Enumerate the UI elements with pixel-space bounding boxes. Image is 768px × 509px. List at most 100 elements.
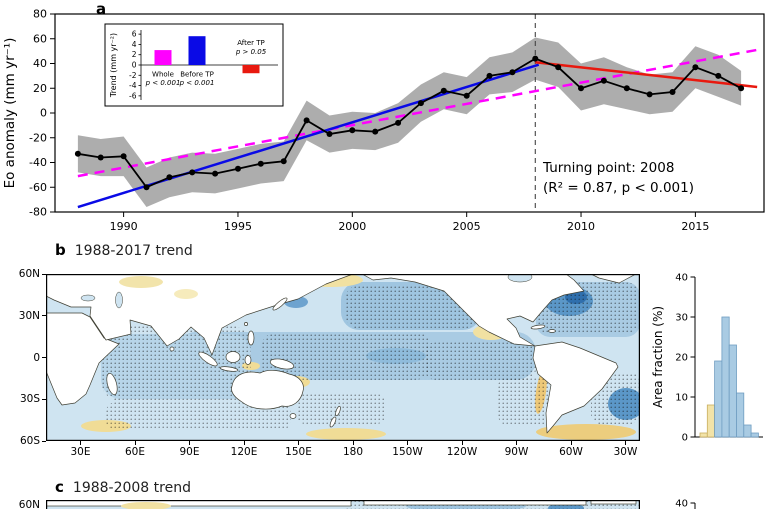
data-point: [463, 92, 470, 99]
data-point: [578, 85, 584, 92]
lon-tickmark: [570, 441, 572, 445]
area-fraction-histogram-1988-2008-partial: 40: [675, 499, 696, 509]
hist-tick-label: 40: [675, 273, 688, 284]
data-point: [738, 85, 745, 92]
svg-text:p > 0.05: p > 0.05: [235, 48, 267, 56]
data-point: [623, 85, 630, 92]
panel-a-ylabel: Eo anomaly (mm yr⁻¹): [2, 38, 18, 189]
y-tick-label: -40: [29, 156, 47, 169]
greenland: [590, 274, 637, 284]
japan: [272, 297, 288, 311]
inset-label-after-tp: After TP: [237, 39, 265, 47]
svg-text:p < 0.001: p < 0.001: [179, 79, 215, 87]
lat-tickmark: [42, 398, 46, 400]
data-point: [74, 150, 81, 157]
lon-tick-120W: 120W: [446, 446, 478, 458]
hist-bar: [699, 432, 708, 438]
lon-tickmark: [298, 441, 299, 445]
world-map-1988-2008-partial: [46, 500, 640, 509]
inset-bar-blue: [188, 36, 206, 65]
hist-c-top-tick: 40: [675, 499, 688, 509]
lat-tick-60S: 60S: [19, 435, 40, 447]
lon-tickmark: [625, 441, 626, 445]
y-tick-label: 0: [40, 107, 47, 120]
y-tick-label: 60: [33, 32, 47, 45]
hist-bar: [743, 424, 752, 438]
south-america: [532, 341, 619, 434]
data-point: [349, 127, 356, 134]
hist-tick-label: 10: [675, 393, 688, 404]
world-map-1988-2017: [46, 274, 640, 441]
lat-tickmark: [42, 273, 46, 275]
inset-ylabel: Trend (mm yr⁻²): [109, 33, 118, 98]
data-point: [97, 154, 104, 161]
hist-tick-label: 30: [675, 313, 688, 324]
y-tick-label: 80: [33, 8, 47, 21]
data-point: [509, 69, 516, 76]
hist-bar: [728, 344, 737, 438]
lon-tick-180: 180: [342, 446, 364, 458]
inset-bar-magenta: [154, 50, 172, 65]
y-tick-label: -80: [29, 206, 47, 219]
data-point: [692, 64, 699, 71]
y-tick-label: -60: [29, 181, 47, 194]
lat-tick-0: 0: [33, 351, 40, 364]
hist-bar: [714, 360, 723, 438]
lon-tick-60W: 60W: [559, 446, 583, 458]
inset-tick-label: -6: [129, 91, 137, 100]
data-point: [486, 72, 493, 79]
lon-tick-30E: 30E: [70, 446, 91, 458]
data-point: [303, 117, 310, 124]
y-tick-label: -20: [29, 131, 47, 144]
hist-tick-label: 20: [675, 353, 688, 364]
svg-text:p < 0.001: p < 0.001: [145, 79, 181, 87]
panel-b-header: b 1988-2017 trend: [55, 240, 193, 259]
lat-tick-30N: 30N: [18, 309, 40, 322]
x-tick-label: 1995: [224, 220, 252, 233]
panel-c-header: c 1988-2008 trend: [55, 477, 191, 496]
panel-a-label: a: [96, 0, 107, 18]
hist-ylabel: Area fraction (%): [651, 306, 665, 408]
hist-bar: [721, 316, 730, 438]
area-fraction-histogram-1988-2017: 0 10 20 30 40 Area fraction (%): [651, 273, 763, 444]
continents: [46, 274, 637, 434]
lon-tickmark: [407, 441, 408, 445]
x-tick-label: 1990: [110, 220, 138, 233]
australia: [231, 369, 304, 410]
data-point: [372, 128, 379, 135]
panel-b-label: b: [55, 241, 66, 259]
data-point: [280, 158, 287, 165]
lon-tick-90E: 90E: [179, 446, 200, 458]
lon-tickmark: [516, 441, 517, 445]
x-tick-label: 2010: [567, 220, 595, 233]
trend-line-after-tp: [535, 61, 758, 89]
data-point: [600, 77, 607, 84]
lon-tick-60E: 60E: [125, 446, 145, 458]
data-point: [646, 91, 653, 98]
data-point: [440, 87, 447, 94]
data-point: [715, 72, 722, 79]
uncertainty-band: [77, 37, 742, 207]
panel-b-title: 1988-2017 trend: [74, 243, 193, 259]
panel-c-title: 1988-2008 trend: [72, 480, 191, 496]
inset-tick-label: 2: [132, 50, 137, 59]
lon-tickmark: [243, 441, 245, 445]
lon-tick-90W: 90W: [504, 446, 529, 458]
hist-bar: [706, 404, 715, 438]
lon-tick-30W: 30W: [613, 446, 638, 458]
inset-bar-red: [242, 65, 260, 74]
eo-anomaly-line: [77, 57, 742, 189]
lon-tickmark: [352, 441, 354, 445]
madagascar: [106, 372, 118, 396]
africa: [46, 312, 120, 406]
hist-tick-label: 0: [682, 433, 688, 444]
inset-tick-label: -4: [129, 81, 137, 90]
x-tick-label: 2000: [338, 220, 366, 233]
lon-tick-150W: 150W: [392, 446, 423, 458]
lat-tick-60N: 60N: [18, 268, 40, 280]
inset-tick-label: 6: [132, 30, 137, 39]
turning-point-stats: (R² = 0.87, p < 0.001): [543, 180, 694, 196]
hist-bar: [736, 392, 745, 438]
lon-tickmark: [134, 441, 136, 445]
